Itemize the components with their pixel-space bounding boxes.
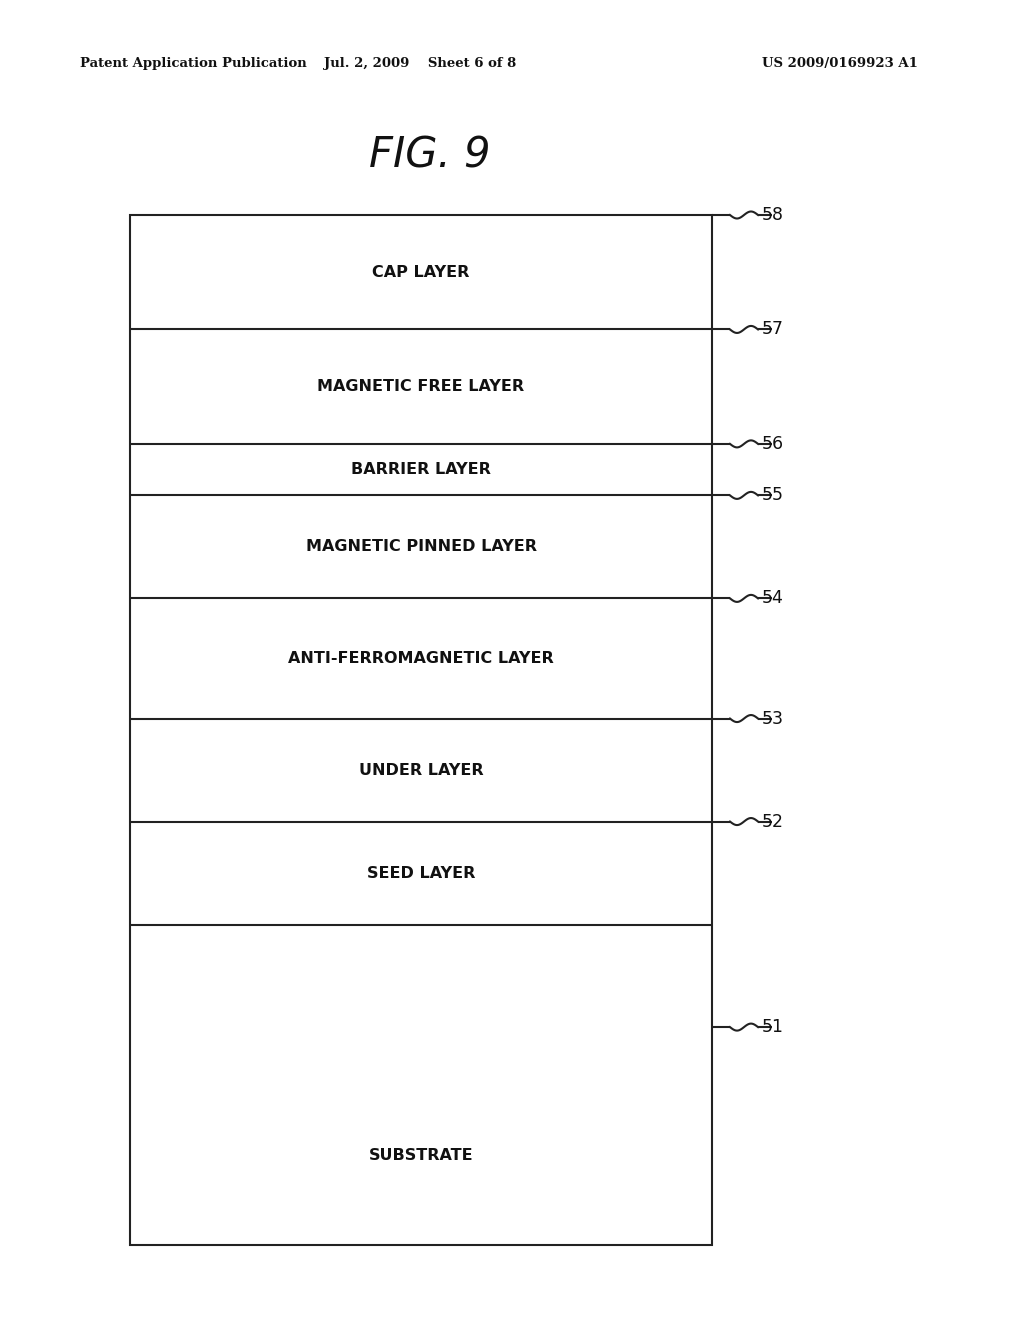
Text: CAP LAYER: CAP LAYER: [373, 265, 470, 280]
Text: US 2009/0169923 A1: US 2009/0169923 A1: [762, 57, 918, 70]
Bar: [130, 215, 712, 1245]
Text: 56: 56: [762, 434, 784, 453]
Text: SEED LAYER: SEED LAYER: [367, 866, 475, 880]
Text: Jul. 2, 2009    Sheet 6 of 8: Jul. 2, 2009 Sheet 6 of 8: [324, 57, 516, 70]
Text: UNDER LAYER: UNDER LAYER: [358, 763, 483, 777]
Text: 54: 54: [762, 590, 784, 607]
Text: ANTI-FERROMAGNETIC LAYER: ANTI-FERROMAGNETIC LAYER: [288, 651, 554, 667]
Text: SUBSTRATE: SUBSTRATE: [369, 1148, 473, 1163]
Text: FIG. 9: FIG. 9: [370, 135, 490, 176]
Text: 53: 53: [762, 710, 784, 727]
Text: 52: 52: [762, 813, 784, 830]
Text: 51: 51: [762, 1018, 784, 1036]
Text: MAGNETIC PINNED LAYER: MAGNETIC PINNED LAYER: [305, 540, 537, 554]
Text: 55: 55: [762, 486, 784, 504]
Text: 57: 57: [762, 321, 784, 338]
Text: MAGNETIC FREE LAYER: MAGNETIC FREE LAYER: [317, 379, 524, 395]
Text: 58: 58: [762, 206, 784, 224]
Text: Patent Application Publication: Patent Application Publication: [80, 57, 307, 70]
Text: BARRIER LAYER: BARRIER LAYER: [351, 462, 490, 477]
